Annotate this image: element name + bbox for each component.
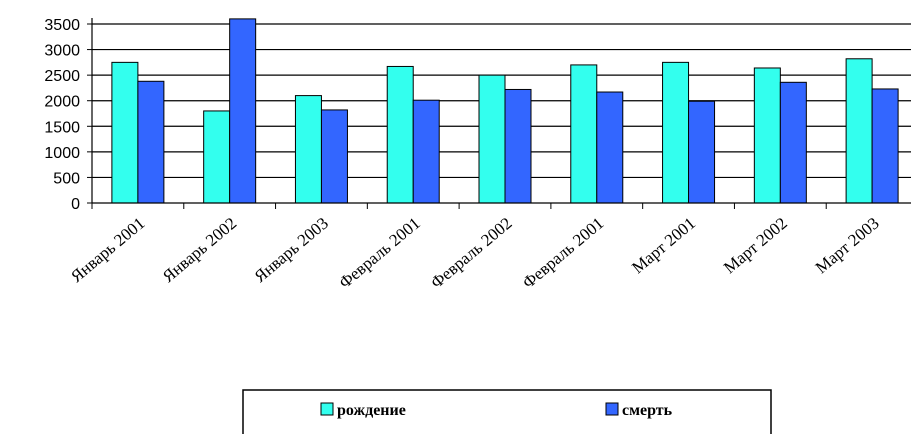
bar-death <box>412 99 440 204</box>
y-tick-label: 1500 <box>44 119 80 136</box>
y-tick-label: 500 <box>53 170 80 187</box>
y-tick-label: 3000 <box>44 43 80 60</box>
y-tick-labels: 0 500 1000 1500 2000 2500 3000 3500 <box>44 17 80 213</box>
axes <box>87 18 911 209</box>
y-tick-label: 0 <box>71 196 80 213</box>
legend-swatch <box>320 402 334 416</box>
x-tick-label: Март 2002 <box>720 214 791 278</box>
x-tick-label: Январь 2001 <box>67 214 148 287</box>
x-tick-labels: Январь 2001 Январь 2002 Январь 2003 Февраль… <box>67 214 883 293</box>
legend-swatch <box>605 402 619 416</box>
y-tick-label: 1000 <box>44 145 80 162</box>
legend-label: смерть <box>622 402 673 419</box>
y-tick-label: 2000 <box>44 94 80 111</box>
bars <box>111 18 899 204</box>
legend-label: рождение <box>337 402 406 419</box>
y-tick-label: 3500 <box>44 17 80 34</box>
x-tick-label: Февраль 2001 <box>519 214 608 293</box>
bar-death <box>596 91 624 204</box>
bar-birth <box>203 110 231 204</box>
bar-death <box>229 18 257 204</box>
bar-death <box>779 81 807 204</box>
bar-death <box>871 88 899 204</box>
bar-birth <box>386 65 414 204</box>
bar-death <box>688 100 716 204</box>
x-tick-label: Февраль 2001 <box>335 214 424 293</box>
bar-birth <box>662 61 690 204</box>
y-tick-label: 2500 <box>44 68 80 85</box>
x-tick-label: Январь 2002 <box>159 214 240 287</box>
x-tick-label: Март 2003 <box>812 214 883 278</box>
bar-birth <box>111 61 139 204</box>
x-tick-label: Март 2001 <box>628 214 699 278</box>
bar-birth <box>753 67 781 204</box>
bar-death <box>137 80 165 204</box>
bar-birth <box>570 64 598 204</box>
legend: рождение смерть <box>242 389 772 434</box>
bar-birth <box>294 95 322 204</box>
bar-birth <box>478 74 506 204</box>
bar-death <box>504 88 532 204</box>
bar-death <box>320 109 348 204</box>
x-tick-label: Февраль 2002 <box>427 214 516 293</box>
bar-birth <box>845 58 873 204</box>
x-tick-label: Январь 2003 <box>251 214 332 287</box>
